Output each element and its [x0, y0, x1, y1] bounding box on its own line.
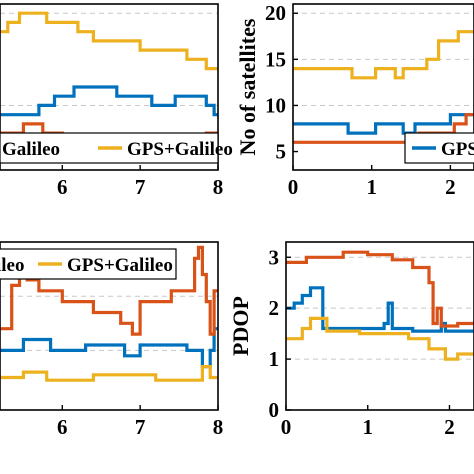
series-line-gps-galileo	[286, 316, 474, 361]
x-tick-label: 2	[445, 175, 456, 199]
series-line-gps	[0, 327, 218, 369]
series-line-gps-galileo	[0, 11, 218, 71]
x-tick-label: 6	[57, 175, 68, 199]
legend: ileo GPS+Galileo	[0, 248, 177, 280]
series-line-gps-galileo	[293, 30, 474, 80]
x-tick-label: 0	[281, 415, 292, 439]
axes-frame	[292, 3, 474, 171]
legend: GPS	[404, 132, 474, 164]
x-tick-label: 1	[362, 415, 373, 439]
x-tick-label: 8	[213, 415, 224, 439]
x-tick-label: 2	[444, 415, 455, 439]
x-tick-label: 7	[135, 415, 146, 439]
legend-label: GPS	[441, 139, 474, 160]
legend-label: GPS+Galileo	[67, 255, 173, 276]
chart-panel-top-left: 6 7 8 Galileo GPS+Galileo	[0, 3, 233, 199]
y-tick-label: 10	[265, 93, 286, 117]
series-line-gps	[0, 85, 218, 117]
y-axis-label: PDOP	[228, 296, 253, 356]
x-tick-label: 6	[57, 415, 68, 439]
legend-label: Galileo	[2, 139, 60, 160]
legend-label: ileo	[0, 255, 25, 276]
legend-box	[0, 248, 177, 280]
y-tick-label: 0	[269, 398, 280, 422]
chart-panel-bottom-right: 0 1 2 0 1 2 3 PDOP	[228, 241, 474, 439]
axes-frame	[0, 241, 219, 411]
y-tick-label: 2	[269, 296, 280, 320]
y-tick-label: 20	[265, 1, 286, 25]
y-tick-label: 15	[265, 47, 286, 71]
y-tick-label: 5	[276, 140, 287, 164]
legend: Galileo GPS+Galileo	[0, 132, 233, 164]
series-line-galileo	[286, 250, 474, 328]
y-axis-label: No of satellites	[235, 18, 260, 155]
legend-label: GPS+Galileo	[127, 139, 233, 160]
x-tick-label: 1	[366, 175, 377, 199]
axes-frame	[285, 241, 474, 411]
series-line-gps-galileo	[0, 365, 218, 382]
x-tick-label: 0	[288, 175, 299, 199]
axes-frame	[0, 3, 219, 171]
y-tick-label: 3	[269, 245, 280, 269]
x-tick-label: 7	[135, 175, 146, 199]
x-tick-label: 8	[213, 175, 224, 199]
chart-panel-bottom-left: 6 7 8 ileo GPS+Galileo	[0, 241, 224, 439]
series-line-gps	[293, 113, 474, 135]
y-tick-label: 1	[269, 347, 280, 371]
